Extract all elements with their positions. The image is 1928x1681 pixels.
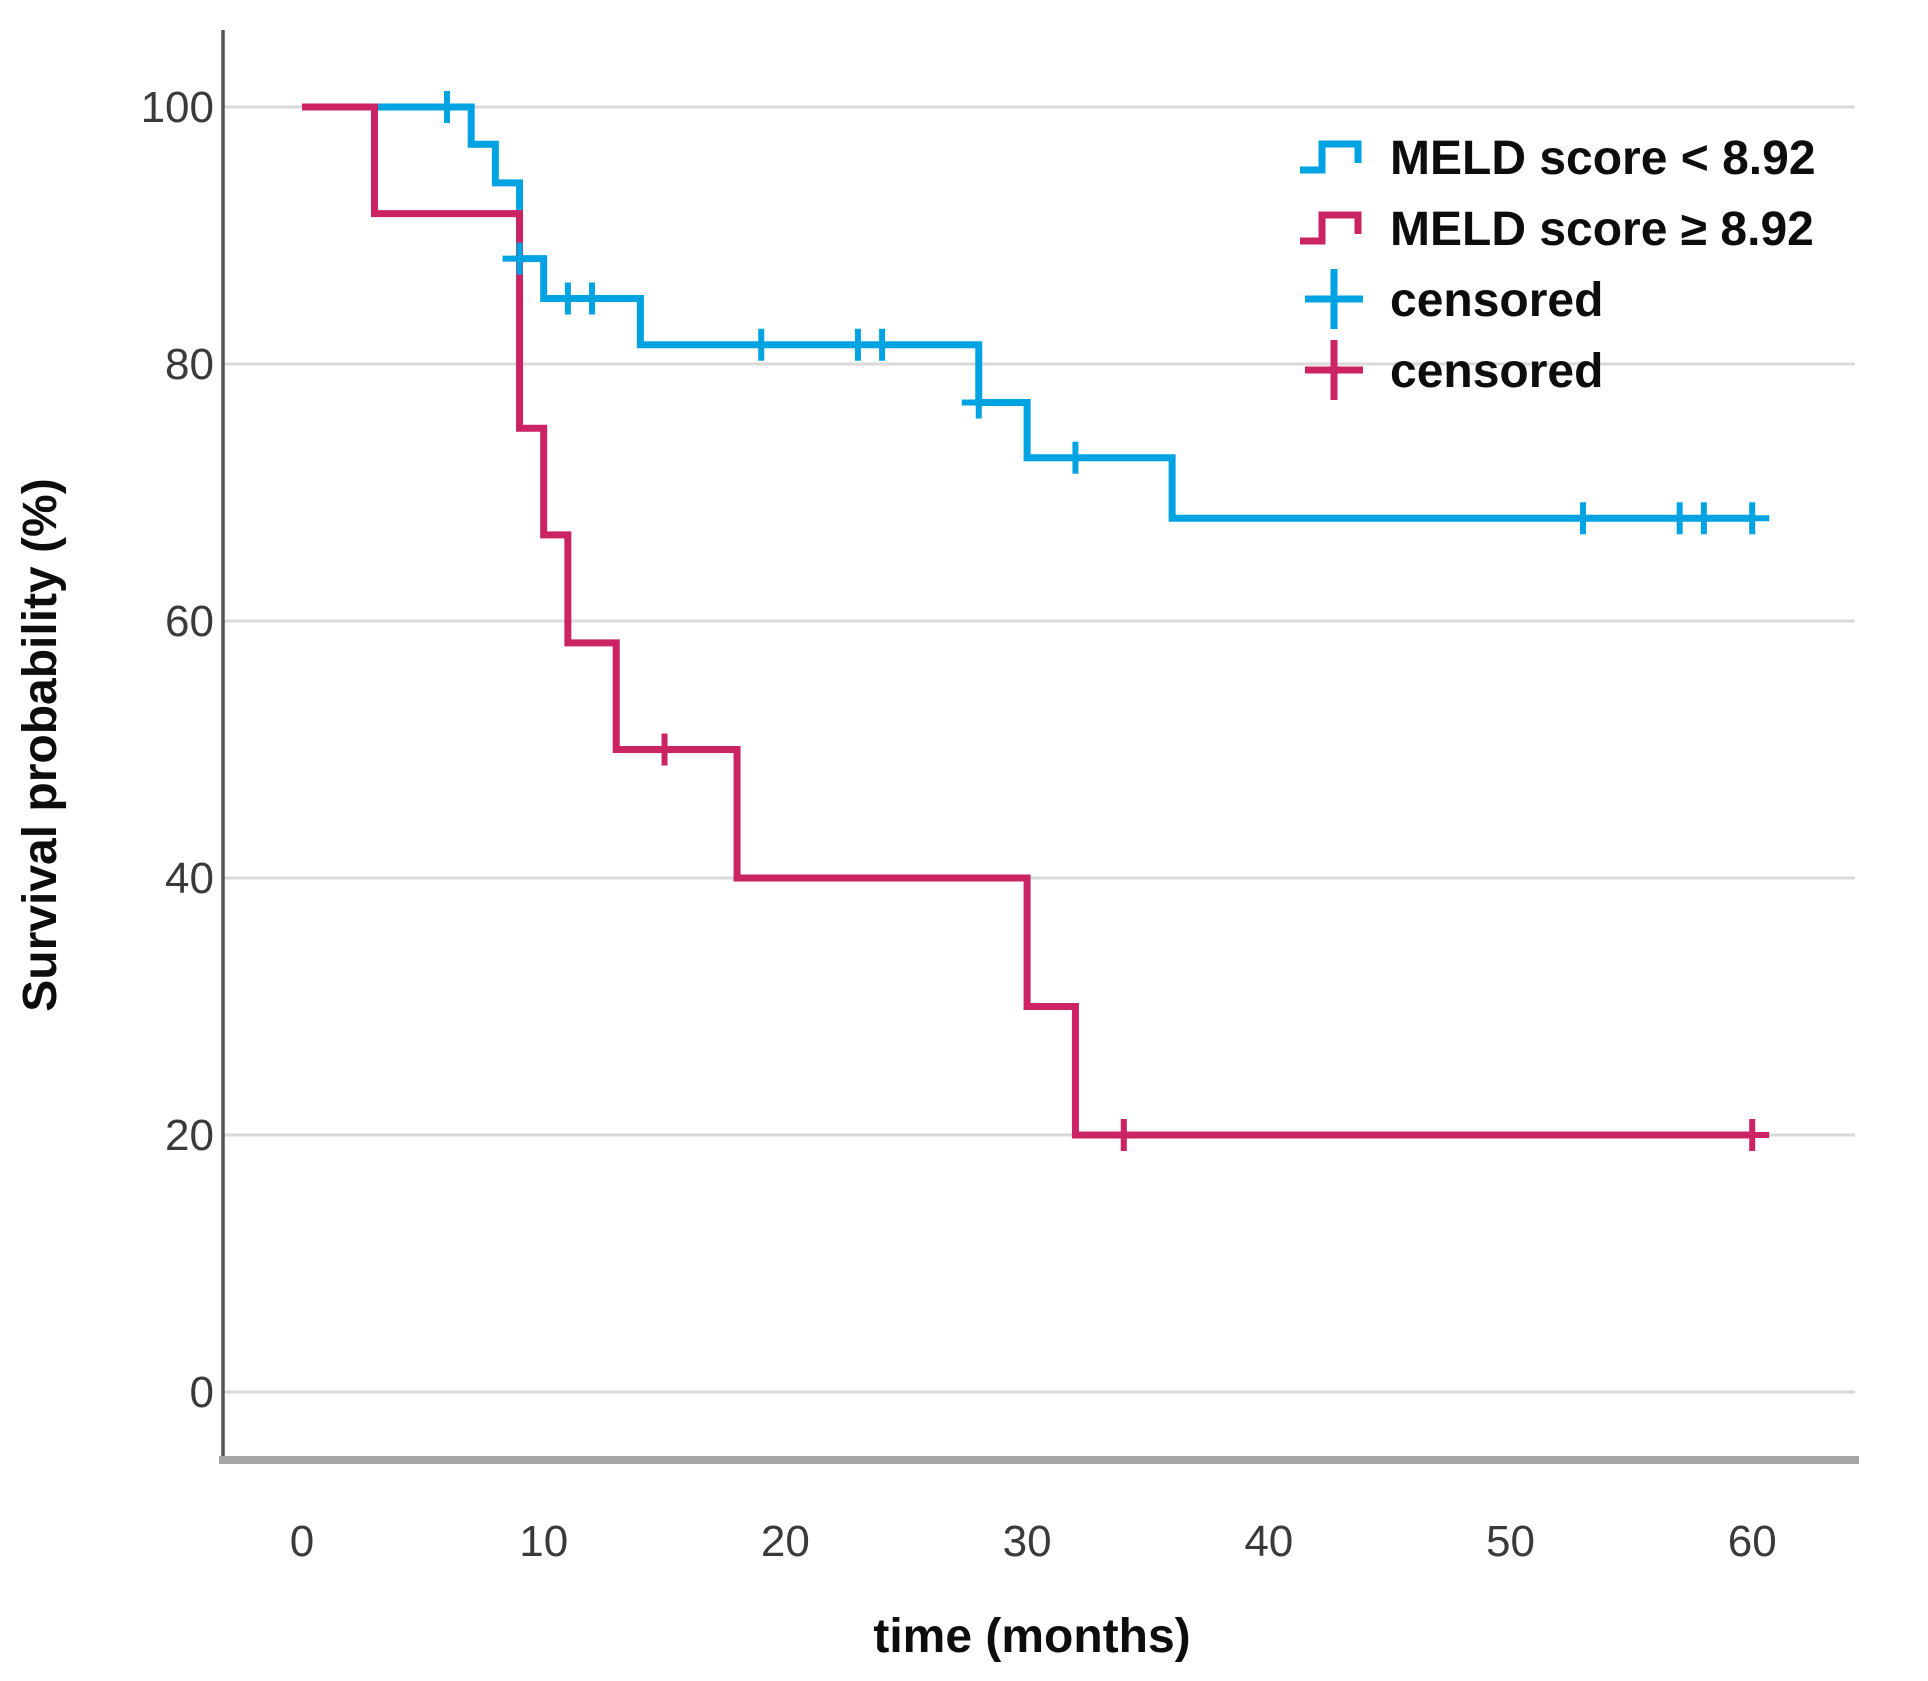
x-tick-label-0: 0 (290, 1517, 314, 1566)
survival-curve-1 (302, 103, 1753, 1139)
censor-mark-series-0-t58 (1686, 502, 1721, 535)
legend-step-line-icon-meld-low (1300, 140, 1362, 174)
x-axis-title: time (months) (873, 1610, 1190, 1663)
legend-label-meld-low: MELD score < 8.92 (1390, 132, 1816, 185)
plot-area: 0 20 40 60 80 100 0 10 20 30 40 50 60 (141, 30, 1859, 1566)
x-tick-label-50: 50 (1486, 1517, 1535, 1566)
censor-mark-series-0-t9 (502, 242, 537, 275)
censor-mark-series-0-t19 (744, 328, 779, 361)
censor-mark-series-0-t28 (961, 386, 996, 419)
y-tick-label-80: 80 (165, 340, 214, 389)
legend-label-censored-low: censored (1390, 274, 1603, 327)
x-tick-label-10: 10 (519, 1517, 568, 1566)
x-tick-label-40: 40 (1244, 1517, 1293, 1566)
censor-mark-series-0-t6 (430, 91, 465, 123)
censor-mark-series-0-t12 (575, 282, 610, 315)
legend-censored-plus-icon-meld-high (1305, 340, 1363, 400)
censor-mark-series-1-t15 (647, 733, 682, 766)
y-tick-label-40: 40 (165, 854, 214, 903)
censor-mark-series-1-t60 (1735, 1119, 1770, 1151)
x-tick-label-20: 20 (761, 1517, 810, 1566)
legend-label-meld-high: MELD score ≥ 8.92 (1390, 203, 1814, 256)
legend-step-line-icon-meld-high (1300, 211, 1362, 245)
censor-mark-series-0-t32 (1058, 441, 1093, 474)
censor-mark-series-0-t24 (865, 328, 900, 361)
y-tick-label-20: 20 (165, 1111, 214, 1160)
y-axis-title: Survival probability (%) (14, 478, 67, 1011)
y-tick-label-100: 100 (141, 83, 214, 132)
legend-label-censored-high: censored (1390, 345, 1603, 398)
x-tick-label-60: 60 (1728, 1517, 1777, 1566)
censor-mark-series-0-t53 (1566, 502, 1601, 535)
legend-censored-plus-icon-meld-low (1305, 269, 1363, 329)
y-tick-label-0: 0 (190, 1368, 214, 1417)
legend: MELD score < 8.92 MELD score ≥ 8.92 cens… (1300, 132, 1816, 400)
x-tick-label-30: 30 (1003, 1517, 1052, 1566)
censor-mark-series-0-t60 (1735, 502, 1770, 535)
y-tick-label-60: 60 (165, 597, 214, 646)
censor-mark-series-1-t34 (1106, 1119, 1141, 1151)
